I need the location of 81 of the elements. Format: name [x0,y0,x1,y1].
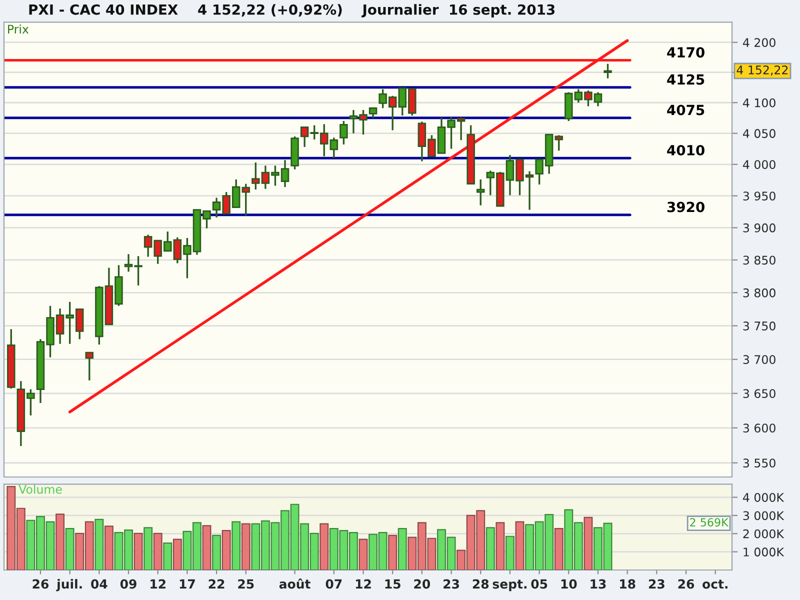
bar [222,530,231,570]
bar [584,516,593,570]
bar [232,521,241,570]
bar [144,527,153,570]
candlestick [85,352,94,382]
ref-line-label: 4170 [667,47,704,58]
x-tick-label: 28 [472,579,489,589]
bar [388,534,398,570]
x-tick-label: 23 [444,579,459,589]
y-tick-label: 3 700 [743,355,776,364]
x-tick-label: 17 [180,579,195,589]
y-tick-label: 3 750 [743,322,776,330]
x-tick-label: 26 [678,579,694,589]
x-tick-label: 15 [385,579,400,589]
y-tick-label: 3 600 [743,424,776,433]
candlestick [604,63,612,80]
candlestick [340,120,348,146]
x-tick-label: juil. [56,579,82,592]
bar [172,538,182,570]
candlestick [242,183,250,216]
x-tick-label: 05 [531,579,548,589]
bar [241,523,250,570]
y-axis-title: Prix [8,24,29,34]
x-tick-label: 07 [326,579,342,589]
chart-title: PXI - CAC 40 INDEX 4 152,22 (+0,92%) Journalier 16 sept. 2013 [29,4,555,18]
y-tick-label: 3 800 [743,288,776,298]
ref-line-label: 4125 [667,74,704,85]
y-tick-label: 3 650 [743,389,776,398]
x-tick-label: 09 [120,579,136,589]
bar [134,532,143,570]
y-tick-label: 4 050 [742,129,776,138]
bar [94,518,104,570]
y-tick-label: 3 950 [743,192,776,200]
x-tick-label: 18 [620,579,636,589]
y-tick-label: 4 100 [742,98,776,108]
bar [506,536,514,570]
x-tick-label: 13 [590,579,606,589]
bar [358,538,368,570]
x-tick-label: oct. [702,580,728,589]
bar [496,522,505,570]
bar [153,532,162,570]
ref-line-label: 4075 [667,104,704,116]
x-tick-label: 10 [561,579,577,589]
x-tick-label: août [279,578,310,589]
x-tick-label: 04 [91,579,108,589]
bar [320,523,329,570]
text: 4 152,22 [736,65,788,76]
annotation: 2 569K [690,518,729,527]
y-tick-label: 2 000K [743,529,784,538]
y-tick-label: 3 000K [743,511,784,520]
bar [56,514,65,570]
x-tick-label: 23 [648,579,664,589]
y-tick-label: 3 850 [743,256,776,265]
candlestick [476,178,485,206]
bar [398,528,407,570]
y-tick-label: 4 000 [742,160,776,170]
candlestick [554,134,563,152]
bar [554,528,564,570]
y-axis-title: Volume [18,484,62,494]
bar [65,528,74,570]
x-tick-label: 25 [238,579,254,589]
ref-line-label: 4010 [667,144,704,156]
bar [163,542,172,570]
bar [515,521,524,570]
x-tick-label: sept. [492,580,526,592]
x-tick-label: 22 [208,579,224,589]
ref-line-label: 3920 [667,202,704,212]
bar [212,534,222,570]
x-tick-label: 20 [414,579,430,589]
candlestick [330,136,338,159]
bar [486,527,495,570]
bar [202,525,212,570]
x-tick-label: 26 [32,579,49,589]
y-tick-label: 3 900 [743,223,776,232]
x-tick-label: 12 [356,579,371,589]
y-tick-label: 4 000K [742,493,784,502]
bar [104,526,114,570]
y-tick-label: 4 200 [742,38,776,48]
y-tick-label: 3 550 [743,458,776,468]
x-tick-label: 12 [150,579,166,589]
y-tick-label: 1 000K [744,548,784,556]
